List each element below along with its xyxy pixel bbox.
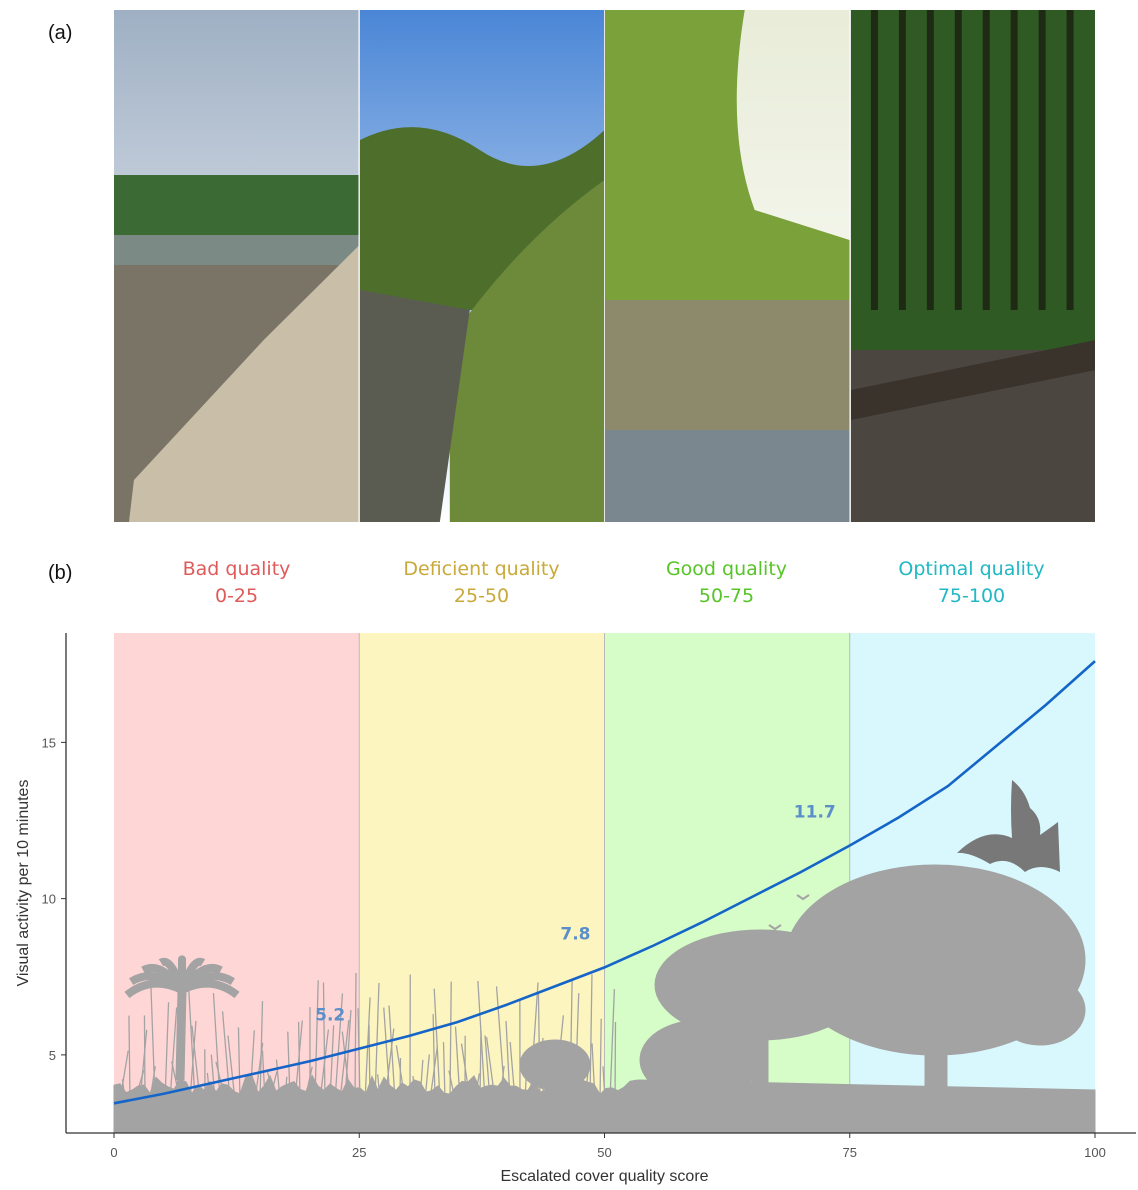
- data-label: 11.7: [794, 803, 836, 823]
- category-name: Bad quality: [182, 558, 291, 580]
- y-tick-label: 10: [42, 892, 56, 907]
- bird-icon: [1041, 941, 1055, 948]
- vegetation-silhouette: [113, 864, 1096, 1134]
- series-line-1: [113, 660, 1096, 1105]
- category-label-3: Good quality 50-75: [604, 556, 849, 610]
- x-tick-label: 50: [597, 1145, 611, 1160]
- data-label: 7.8: [560, 924, 590, 944]
- category-label-4: Optimal quality 75-100: [849, 556, 1094, 610]
- bird-icon: [768, 924, 782, 931]
- y-tick-label: 15: [42, 735, 56, 750]
- category-range: 75-100: [937, 585, 1006, 607]
- bird-icon: [988, 890, 1002, 897]
- panel-b-label: (b): [48, 562, 73, 584]
- x-tick-label: 25: [352, 1145, 366, 1160]
- habitat-photo-strip: [114, 10, 1095, 522]
- bird-icon: [819, 934, 833, 941]
- category-range: 25-50: [453, 585, 510, 607]
- quality-band-1: [114, 633, 360, 1133]
- bird-icon: [996, 908, 1010, 915]
- x-axis-title: Escalated cover quality score: [500, 1168, 708, 1185]
- category-label-2: Deficient quality 25-50: [359, 556, 604, 610]
- good-quality-photo: [604, 10, 850, 522]
- bird-icon: [806, 910, 820, 917]
- x-tick-label: 100: [1084, 1145, 1106, 1160]
- bat-icon: [957, 780, 1060, 872]
- panel-a-label: (a): [48, 22, 73, 44]
- category-label-1: Bad quality 0-25: [114, 556, 359, 610]
- x-tick-label: 75: [843, 1145, 857, 1160]
- data-label: 5.2: [315, 1006, 345, 1026]
- category-range: 0-25: [214, 585, 259, 607]
- y-tick-label: 5: [49, 1048, 56, 1063]
- category-name: Deficient quality: [403, 558, 560, 580]
- x-tick-label: 0: [110, 1145, 117, 1160]
- bad-quality-photo: [114, 10, 359, 522]
- category-range: 50-75: [698, 585, 755, 607]
- deficient-quality-photo: [358, 10, 604, 522]
- optimal-quality-photo: [849, 10, 1095, 522]
- bird-icon: [796, 894, 810, 901]
- category-name: Good quality: [665, 558, 788, 580]
- y-axis-title: Visual activity per 10 minutes: [15, 780, 32, 987]
- category-name: Optimal quality: [898, 558, 1045, 580]
